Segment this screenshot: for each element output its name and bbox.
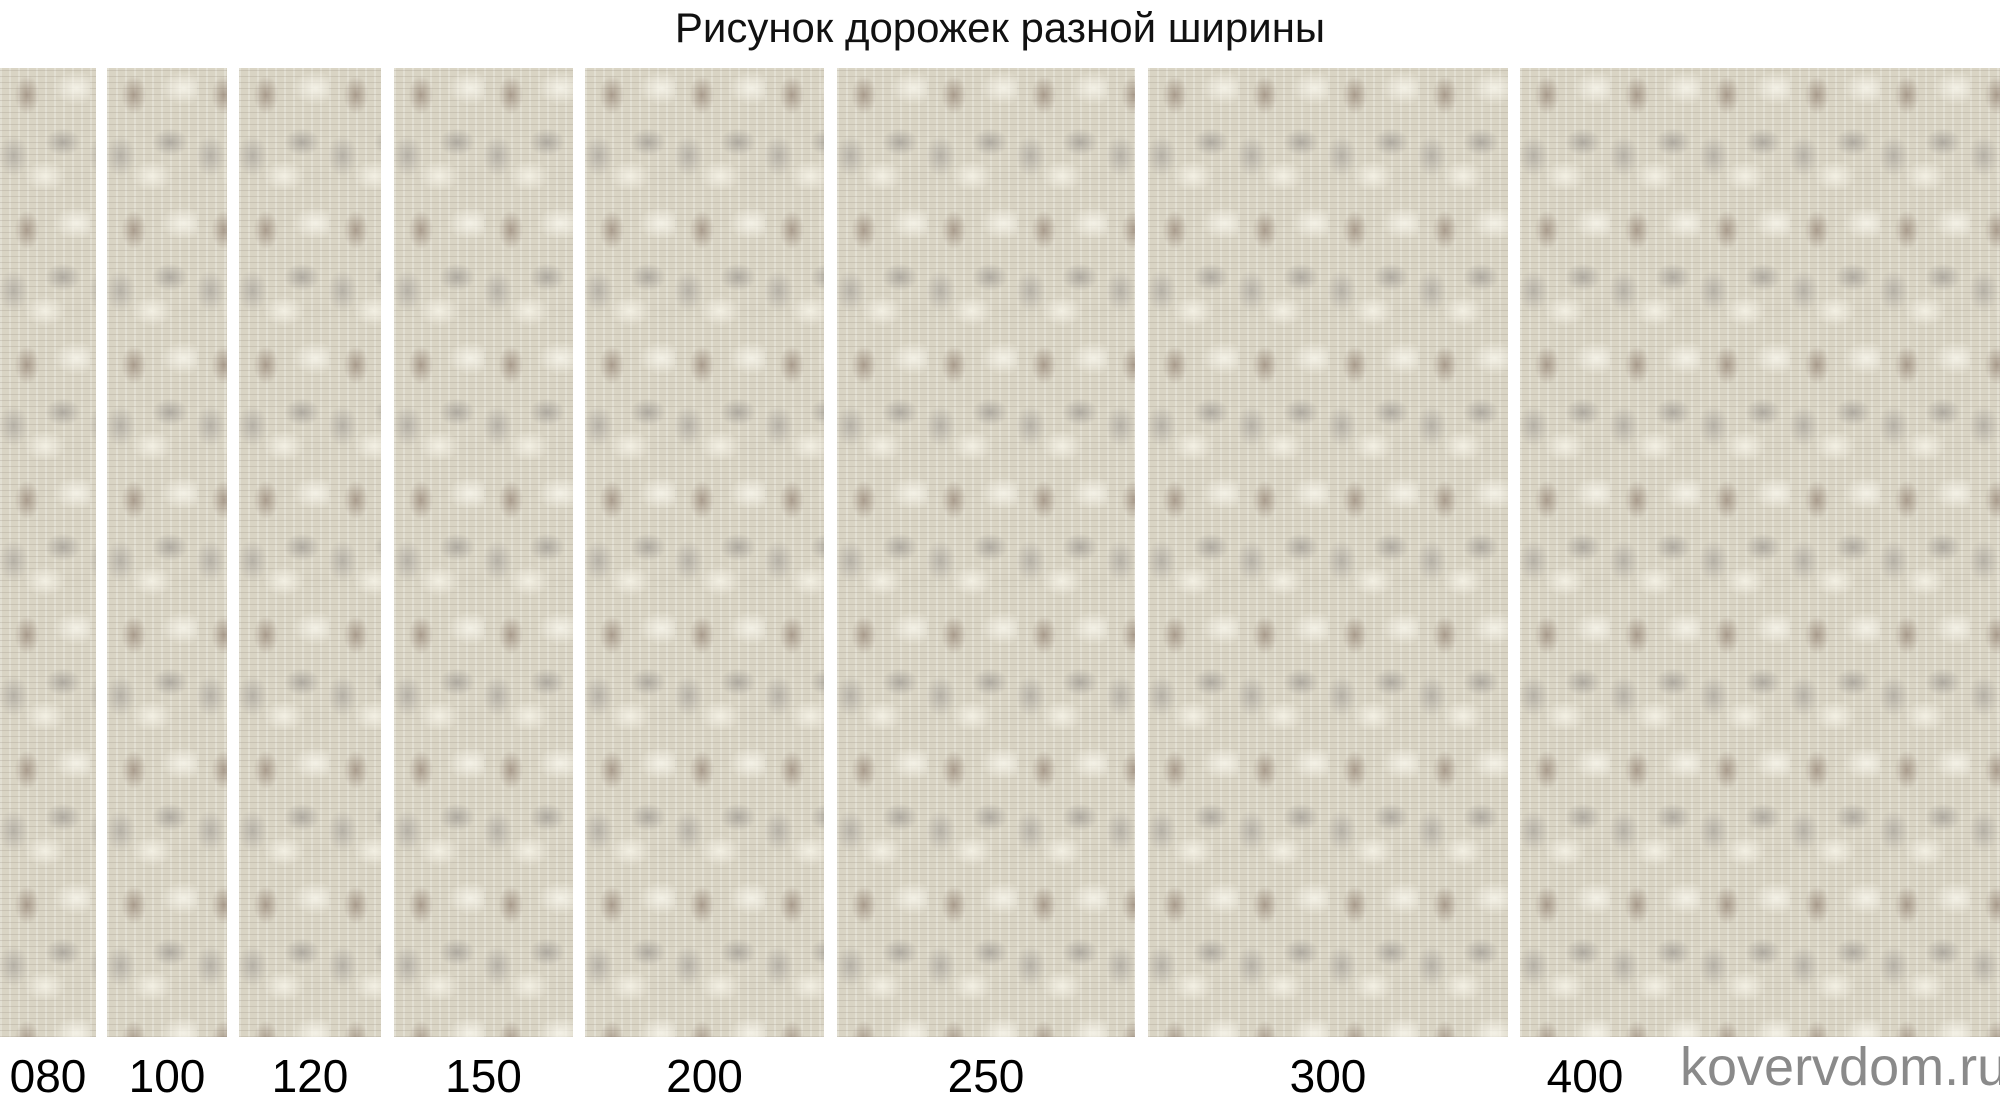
width-label: 250 xyxy=(947,1050,1025,1102)
width-label: 080 xyxy=(9,1050,87,1102)
runner-image-120 xyxy=(239,68,381,1037)
page-title: Рисунок дорожек разной ширины xyxy=(674,4,1326,51)
runner-image-400 xyxy=(1520,68,2000,1037)
width-label: 150 xyxy=(445,1050,522,1102)
runner-image-250 xyxy=(837,68,1135,1037)
watermark: kovervdom.ru xyxy=(1680,1037,2000,1097)
runner-image-200 xyxy=(585,68,824,1037)
width-label: 120 xyxy=(271,1050,349,1102)
runner-image-300 xyxy=(1148,68,1508,1037)
width-label: 100 xyxy=(128,1050,206,1102)
runner-image-080 xyxy=(0,68,96,1037)
runner-image-150 xyxy=(394,68,573,1037)
runner-image-100 xyxy=(107,68,227,1037)
width-label: 300 xyxy=(1289,1050,1367,1102)
width-label: 400 xyxy=(1546,1050,1624,1102)
width-label: 200 xyxy=(666,1050,743,1102)
